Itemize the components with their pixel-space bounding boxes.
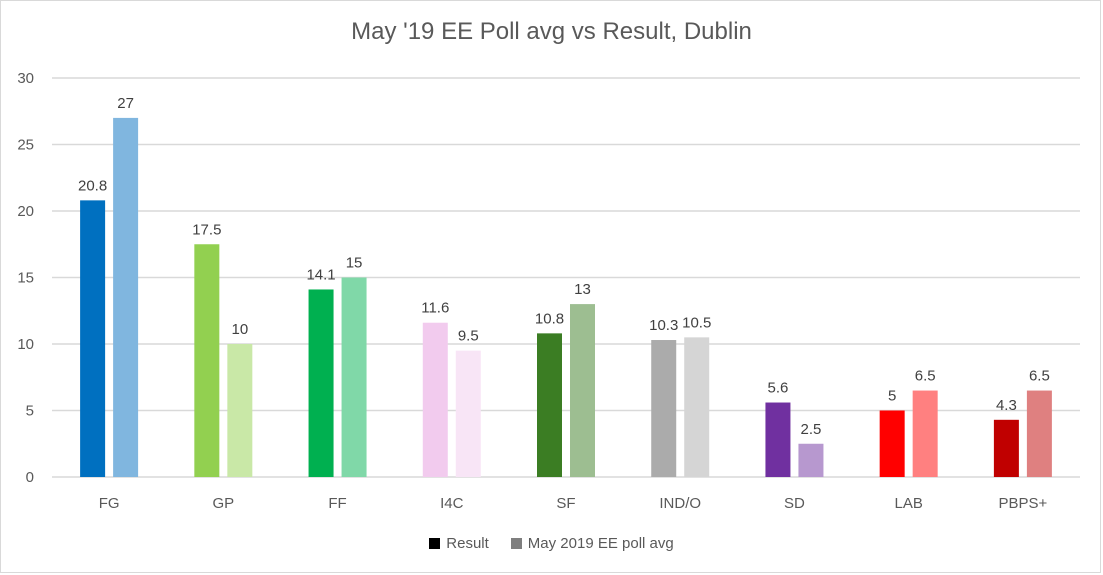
bar-poll <box>912 390 938 477</box>
y-tick-label: 10 <box>17 336 34 353</box>
x-tick-label: SF <box>556 495 575 512</box>
bar-result <box>651 340 677 477</box>
x-tick-label: FF <box>328 495 346 512</box>
data-label: 10.5 <box>682 314 711 331</box>
data-label: 2.5 <box>801 421 822 438</box>
data-label: 4.3 <box>996 397 1017 414</box>
chart-title: May '19 EE Poll avg vs Result, Dublin <box>351 18 752 45</box>
legend-item-result: Result <box>429 535 489 552</box>
data-label: 15 <box>346 255 363 272</box>
bar-poll <box>1026 390 1052 477</box>
bar-poll <box>227 344 253 477</box>
bar-result <box>194 244 220 477</box>
bar-result <box>765 402 791 477</box>
bar-result <box>308 289 334 477</box>
legend-label-poll: May 2019 EE poll avg <box>527 535 674 552</box>
legend-item-poll: May 2019 EE poll avg <box>510 535 674 552</box>
x-tick-label: GP <box>212 495 234 512</box>
data-label: 10.3 <box>649 317 678 334</box>
data-label: 6.5 <box>1029 368 1050 385</box>
bar-result <box>422 322 448 477</box>
data-label: 11.6 <box>421 300 449 317</box>
data-label: 13 <box>574 281 591 298</box>
legend-swatch-poll <box>510 538 522 549</box>
x-tick-label: SD <box>784 495 805 512</box>
x-tick-label: FG <box>99 495 120 512</box>
data-label: 5.6 <box>768 380 789 397</box>
data-label: 27 <box>117 95 134 112</box>
y-tick-label: 25 <box>17 137 34 154</box>
bar-result <box>537 333 562 477</box>
bar-poll <box>570 304 595 477</box>
y-tick-label: 20 <box>17 203 34 220</box>
bar-poll <box>798 443 824 477</box>
bar-poll <box>455 350 481 477</box>
data-label: 14.1 <box>306 266 335 283</box>
x-tick-label: LAB <box>894 495 922 512</box>
data-label: 10.8 <box>535 310 564 327</box>
bar-result <box>879 410 905 477</box>
x-tick-label: I4C <box>440 495 464 512</box>
legend-label-result: Result <box>446 535 489 552</box>
data-label: 17.5 <box>192 221 221 238</box>
y-tick-label: 5 <box>26 403 34 420</box>
data-label: 6.5 <box>915 368 936 385</box>
y-tick-label: 0 <box>26 469 34 486</box>
data-label: 20.8 <box>78 177 107 194</box>
bar-poll <box>341 277 367 477</box>
y-tick-label: 15 <box>17 270 34 287</box>
bar-poll <box>684 337 710 477</box>
data-label: 9.5 <box>458 328 479 345</box>
bar-result <box>993 419 1019 477</box>
data-label: 5 <box>888 388 896 405</box>
x-tick-label: PBPS+ <box>998 495 1047 512</box>
x-tick-label: IND/O <box>659 495 701 512</box>
bar-result <box>80 200 106 478</box>
legend: Result May 2019 EE poll avg <box>0 535 1103 552</box>
bar-poll <box>113 117 139 478</box>
legend-swatch-result <box>429 538 441 549</box>
data-label: 10 <box>231 321 248 338</box>
y-tick-label: 30 <box>17 70 34 87</box>
